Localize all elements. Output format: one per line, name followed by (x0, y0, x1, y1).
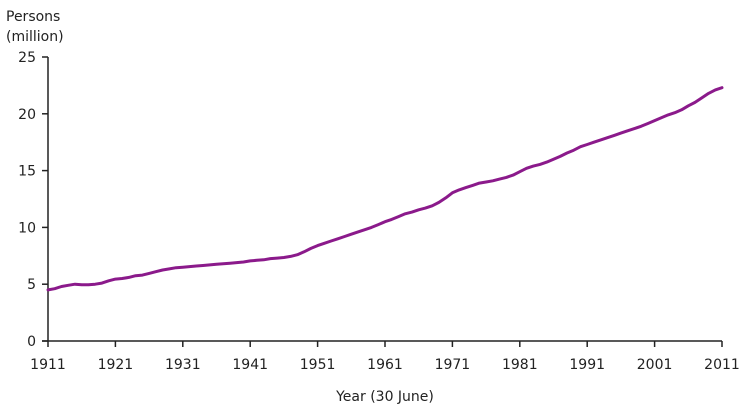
x-tick-label: 1951 (300, 357, 336, 373)
x-ticks: 1911 1921 1931 1941 1951 1961 1971 1981 1991 2001… (30, 341, 740, 373)
x-tick-label: 1921 (98, 357, 134, 373)
x-tick-label: 1991 (569, 357, 605, 373)
y-axis-label-line-2: (million) (6, 29, 64, 45)
y-ticks: 0 5 10 15 20 25 (18, 50, 48, 350)
y-tick-label: 10 (18, 220, 36, 236)
x-axis-label: Year (30 June) (335, 389, 434, 405)
x-tick-label: 2001 (637, 357, 673, 373)
y-tick-label: 25 (18, 50, 36, 66)
x-tick-label: 1971 (435, 357, 471, 373)
x-tick-label: 1961 (367, 357, 403, 373)
y-tick-label: 15 (18, 164, 36, 180)
x-tick-label: 1911 (30, 357, 66, 373)
y-tick-label: 20 (18, 107, 36, 123)
y-tick-label: 5 (27, 277, 36, 293)
x-tick-label: 1981 (502, 357, 538, 373)
x-tick-label: 2011 (704, 357, 740, 373)
population-series-line (46, 86, 724, 292)
x-tick-label: 1941 (232, 357, 268, 373)
y-tick-label: 0 (27, 334, 36, 350)
y-axis-label-line-1: Persons (6, 9, 60, 25)
x-tick-label: 1931 (165, 357, 201, 373)
